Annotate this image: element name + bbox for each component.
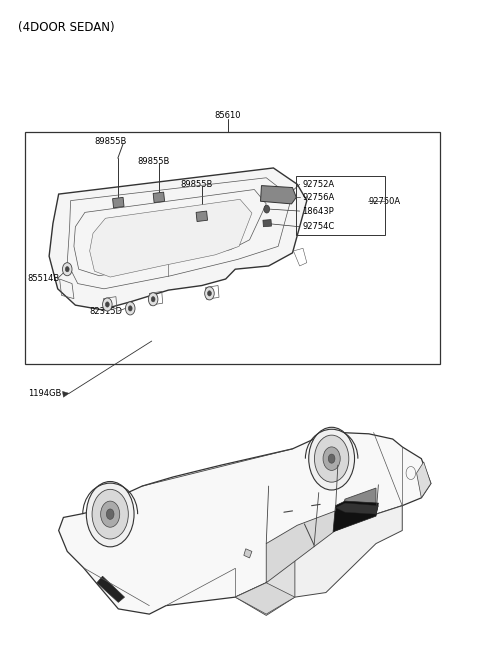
- Circle shape: [309, 427, 355, 490]
- Circle shape: [103, 298, 112, 311]
- Bar: [25, 132, 441, 364]
- Text: 1194GB: 1194GB: [28, 389, 61, 398]
- Polygon shape: [244, 549, 252, 558]
- Polygon shape: [417, 462, 431, 498]
- Circle shape: [92, 489, 128, 539]
- Circle shape: [264, 205, 270, 213]
- Circle shape: [86, 482, 134, 547]
- Polygon shape: [336, 488, 376, 531]
- Circle shape: [207, 291, 211, 296]
- Text: 85514B: 85514B: [28, 274, 60, 283]
- Polygon shape: [336, 503, 378, 514]
- Circle shape: [148, 293, 158, 306]
- Polygon shape: [62, 392, 69, 398]
- Circle shape: [62, 262, 72, 276]
- Text: (4DOOR SEDAN): (4DOOR SEDAN): [18, 21, 115, 34]
- Polygon shape: [196, 211, 207, 222]
- Circle shape: [314, 435, 349, 482]
- Circle shape: [106, 302, 109, 307]
- Text: 92752A: 92752A: [302, 180, 334, 189]
- Text: 89855B: 89855B: [180, 180, 213, 189]
- Polygon shape: [235, 547, 295, 615]
- Circle shape: [128, 306, 132, 311]
- Polygon shape: [235, 583, 295, 614]
- Polygon shape: [49, 168, 307, 310]
- Text: 89855B: 89855B: [95, 137, 127, 146]
- Polygon shape: [59, 432, 431, 614]
- Text: 85610: 85610: [215, 112, 241, 120]
- Polygon shape: [333, 501, 378, 532]
- Circle shape: [204, 287, 214, 300]
- Circle shape: [328, 454, 335, 463]
- Circle shape: [323, 447, 340, 470]
- Circle shape: [125, 302, 135, 315]
- Text: 89855B: 89855B: [137, 157, 170, 166]
- Text: 92756A: 92756A: [302, 193, 334, 202]
- Bar: [296, 176, 384, 236]
- Polygon shape: [266, 506, 402, 597]
- Text: 18643P: 18643P: [302, 207, 334, 216]
- Polygon shape: [266, 511, 336, 583]
- Circle shape: [101, 501, 120, 527]
- Polygon shape: [263, 220, 272, 227]
- Circle shape: [65, 266, 69, 272]
- Circle shape: [107, 509, 114, 520]
- Polygon shape: [261, 186, 296, 204]
- Text: 92754C: 92754C: [302, 222, 334, 232]
- Text: 82315D: 82315D: [90, 306, 123, 316]
- Polygon shape: [90, 199, 252, 277]
- Text: 92750A: 92750A: [369, 197, 401, 206]
- Polygon shape: [97, 576, 124, 602]
- Circle shape: [151, 297, 155, 302]
- Polygon shape: [113, 197, 124, 208]
- Polygon shape: [153, 192, 165, 203]
